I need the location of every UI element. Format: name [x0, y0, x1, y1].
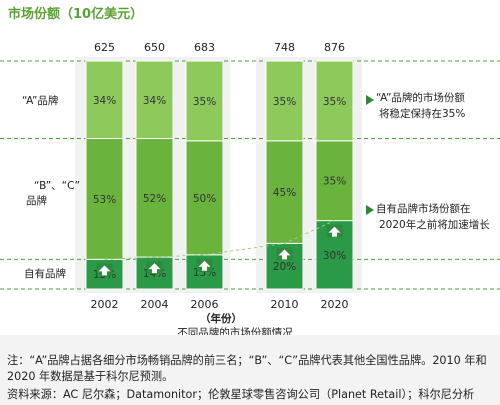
bar-seg-2020-2	[315, 60, 354, 142]
bar-label-2002-2: 34%	[93, 95, 116, 107]
annotation-arrow-2	[366, 205, 374, 215]
bar-seg-2004-1	[135, 138, 174, 258]
annotation-1-line1: “A”品牌的市场份额	[376, 91, 465, 104]
bar-seg-2006-2	[185, 60, 224, 142]
up-arrow-icon-2010	[278, 249, 291, 260]
bar-seg-2020-1	[315, 140, 354, 222]
x-axis-title: （年份）	[200, 312, 242, 325]
legend-a-brand: “A”品牌	[22, 94, 59, 107]
footnote-panel: 注：“A”品牌占据各细分市场畅销品牌的前三名；“B”、“C”品牌代表其他全国性品…	[0, 335, 500, 405]
annotation-1-line2: 将稳定保持在35%	[379, 107, 465, 120]
annotation-2-line1: 自有品牌市场份额在	[376, 202, 471, 215]
bar-seg-2002-2	[85, 60, 124, 140]
x-tick-2010: 2010	[271, 298, 299, 311]
bar-label-2010-1: 45%	[273, 187, 296, 199]
chart-canvas: 13%53%34%625200214%52%34%650200415%50%35…	[0, 41, 500, 335]
x-tick-2004: 2004	[141, 298, 169, 311]
bar-seg-2010-2	[265, 60, 304, 142]
total-label-2004: 650	[144, 41, 165, 54]
bar-seg-2010-1	[265, 140, 304, 244]
own-brand-trend-line	[104, 220, 335, 260]
legend-bc-brand-line2: 品牌	[26, 194, 47, 207]
footnote-source: 资料来源：AC 尼尔森；Datamonitor；伦敦星球零售咨询公司（Plane…	[7, 388, 475, 401]
bar-label-2010-2: 35%	[273, 96, 296, 108]
x-tick-2006: 2006	[191, 298, 219, 311]
total-label-2020: 876	[324, 41, 345, 54]
bar-seg-2004-2	[135, 60, 174, 140]
chart-subtitle: 不同品牌的市场份额情况	[177, 326, 293, 335]
up-arrow-icon-2020	[328, 226, 341, 237]
up-arrow-icon-2006	[198, 260, 211, 271]
bar-label-2020-2: 35%	[323, 96, 346, 108]
legend-bc-brand-line1: “B”、“C”	[34, 180, 80, 192]
bar-label-2004-1: 52%	[143, 193, 166, 205]
bar-label-2020-0: 30%	[323, 250, 346, 262]
total-label-2010: 748	[274, 41, 295, 54]
total-label-2006: 683	[194, 41, 215, 54]
up-arrow-icon-2002	[98, 265, 111, 276]
footnote-line-2: 2020 年数据是基于科尔尼预测。	[7, 370, 174, 383]
legend-own-brand: 自有品牌	[24, 267, 66, 280]
bar-label-2006-2: 35%	[193, 96, 216, 108]
bar-seg-2002-1	[85, 138, 124, 260]
bar-label-2020-1: 35%	[323, 176, 346, 188]
bar-label-2010-0: 20%	[273, 261, 296, 273]
annotation-2-line2: 2020年之前将加速增长	[379, 218, 490, 231]
annotation-arrow-1	[366, 95, 374, 105]
x-tick-2020: 2020	[321, 298, 349, 311]
bar-label-2002-1: 53%	[93, 194, 116, 206]
bar-label-2006-1: 50%	[193, 193, 216, 205]
bar-label-2004-2: 34%	[143, 95, 166, 107]
total-label-2002: 625	[94, 41, 115, 54]
footnote-line-1: 注：“A”品牌占据各细分市场畅销品牌的前三名；“B”、“C”品牌代表其他全国性品…	[7, 354, 487, 367]
x-tick-2002: 2002	[91, 298, 119, 311]
up-arrow-icon-2004	[148, 263, 161, 274]
chart-title: 市场份额（10亿美元）	[8, 7, 144, 22]
